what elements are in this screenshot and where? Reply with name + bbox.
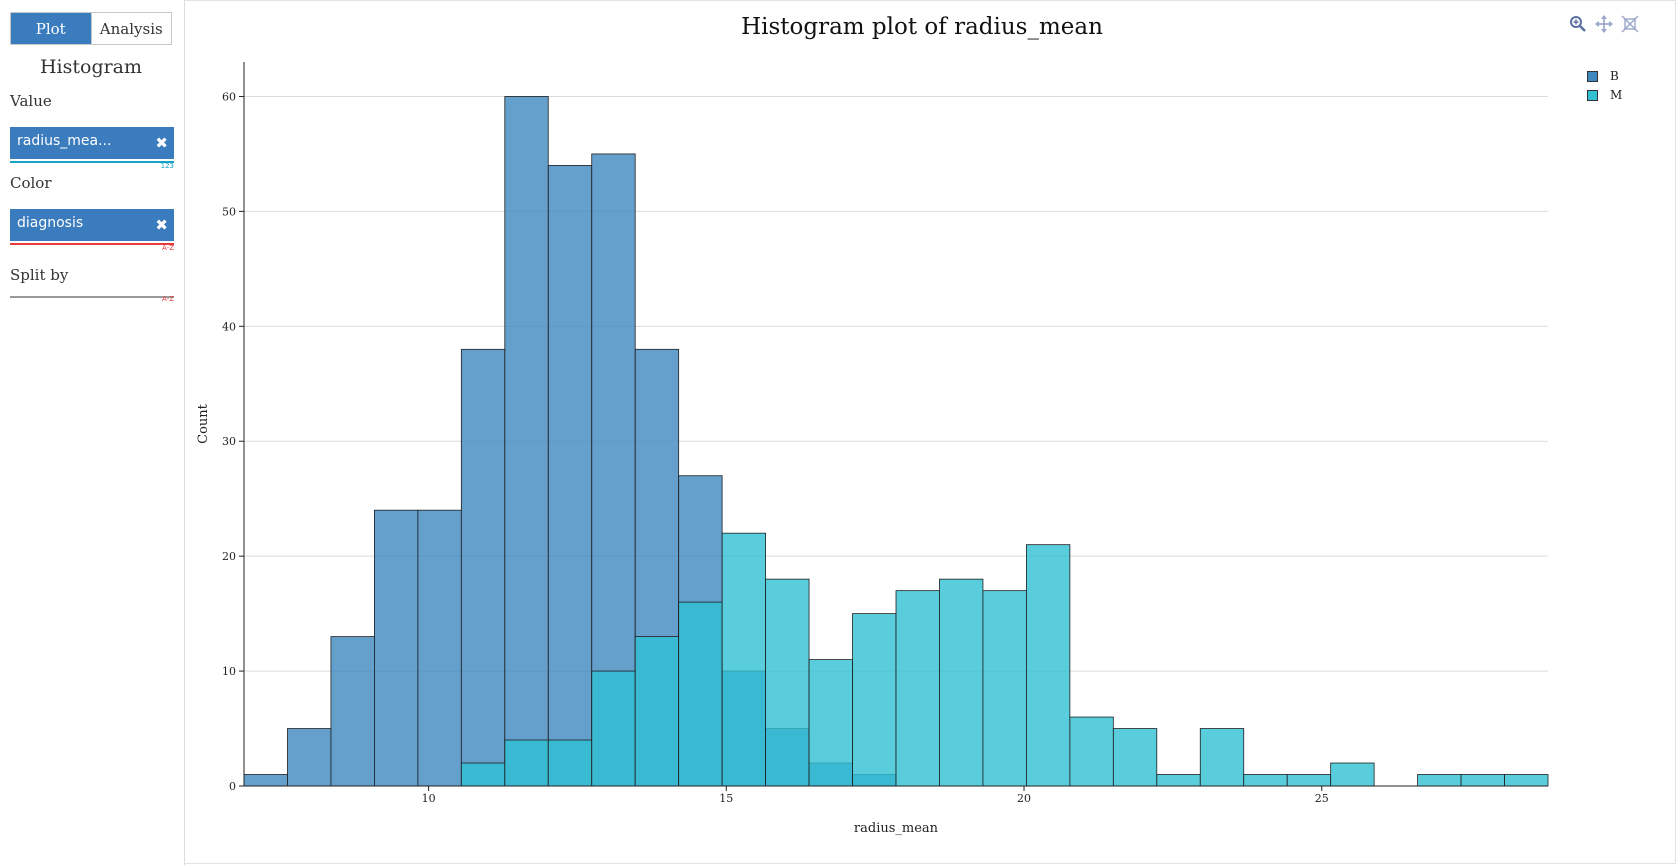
legend-item-m[interactable]: M <box>1587 88 1622 102</box>
bar-m <box>1069 716 1114 787</box>
numeric-type-badge: 123 <box>160 162 174 170</box>
x-tick-label: 20 <box>1017 792 1031 805</box>
bar-b <box>330 636 375 787</box>
zoom-icon[interactable] <box>1569 15 1587 33</box>
color-label: Color <box>10 174 52 192</box>
text-type-badge: A-Z <box>162 244 174 252</box>
x-tick-label: 10 <box>422 792 436 805</box>
bar-m <box>721 532 767 787</box>
legend-swatch-b <box>1587 70 1598 82</box>
y-tick-label: 60 <box>222 90 236 103</box>
legend-swatch-m <box>1587 89 1598 101</box>
y-tick-label: 10 <box>222 665 236 678</box>
bar-b <box>373 509 419 787</box>
bar-m <box>765 578 810 787</box>
panel-title: Histogram <box>39 56 143 78</box>
bar-b <box>417 509 462 787</box>
y-tick-label: 30 <box>222 435 236 448</box>
text-type-badge: A-Z <box>162 295 174 303</box>
split-by-label: Split by <box>10 266 69 284</box>
tab-plot[interactable]: Plot <box>11 13 91 44</box>
bar-m <box>939 578 984 787</box>
sidebar: Plot Analysis Histogram Value radius_mea… <box>0 0 184 865</box>
value-field[interactable]: radius_mea... ✖ <box>10 127 174 159</box>
bar-m <box>460 762 506 787</box>
color-field-underline <box>10 243 174 245</box>
x-axis-label: radius_mean <box>854 821 939 836</box>
legend-label-m: M <box>1610 88 1623 102</box>
bar-m <box>852 613 897 787</box>
y-tick-label: 50 <box>222 205 236 218</box>
bar-m <box>895 590 940 787</box>
bar-m <box>1112 728 1158 787</box>
value-field-underline <box>10 161 174 163</box>
sidebar-divider <box>184 0 185 865</box>
pan-icon[interactable] <box>1595 15 1613 33</box>
bar-m <box>1417 774 1462 787</box>
legend-item-b[interactable]: B <box>1587 69 1619 83</box>
bar-b <box>287 728 332 787</box>
bar-m <box>1156 774 1201 787</box>
legend-label-b: B <box>1610 69 1619 83</box>
bar-b <box>243 774 288 787</box>
close-icon[interactable]: ✖ <box>155 134 168 152</box>
bar-m <box>1330 762 1375 787</box>
x-tick-label: 25 <box>1315 792 1329 805</box>
reset-icon[interactable] <box>1621 15 1639 33</box>
bar-m <box>547 739 593 787</box>
color-field-text: diagnosis <box>17 215 84 231</box>
bar-m <box>634 636 680 787</box>
y-tick-label: 0 <box>229 780 236 793</box>
y-axis-label: Count <box>196 403 211 444</box>
bar-m <box>504 739 549 787</box>
y-tick-label: 20 <box>222 550 236 563</box>
bar-m <box>1026 544 1071 787</box>
bar-b <box>547 165 593 787</box>
bar-m <box>678 601 723 787</box>
bar-m <box>1460 774 1505 787</box>
bar-m <box>1286 774 1332 787</box>
x-tick-label: 15 <box>719 792 733 805</box>
y-tick-label: 40 <box>222 320 236 333</box>
tab-bar: Plot Analysis <box>10 12 172 45</box>
bar-m <box>591 670 636 787</box>
bar-m <box>982 590 1027 787</box>
bar-m <box>808 659 853 787</box>
tab-analysis[interactable]: Analysis <box>90 13 171 44</box>
bar-m <box>1504 774 1549 787</box>
bar-m <box>1243 774 1288 787</box>
value-label: Value <box>10 92 52 110</box>
bar-b <box>504 96 549 787</box>
chart-title: Histogram plot of radius_mean <box>741 14 1103 40</box>
value-field-text: radius_mea... <box>17 133 112 149</box>
split-by-dropzone[interactable] <box>10 296 174 298</box>
bar-b <box>460 348 506 787</box>
close-icon[interactable]: ✖ <box>155 216 168 234</box>
bar-m <box>1199 728 1245 787</box>
color-field[interactable]: diagnosis ✖ <box>10 209 174 241</box>
plot-frame <box>185 0 1676 864</box>
